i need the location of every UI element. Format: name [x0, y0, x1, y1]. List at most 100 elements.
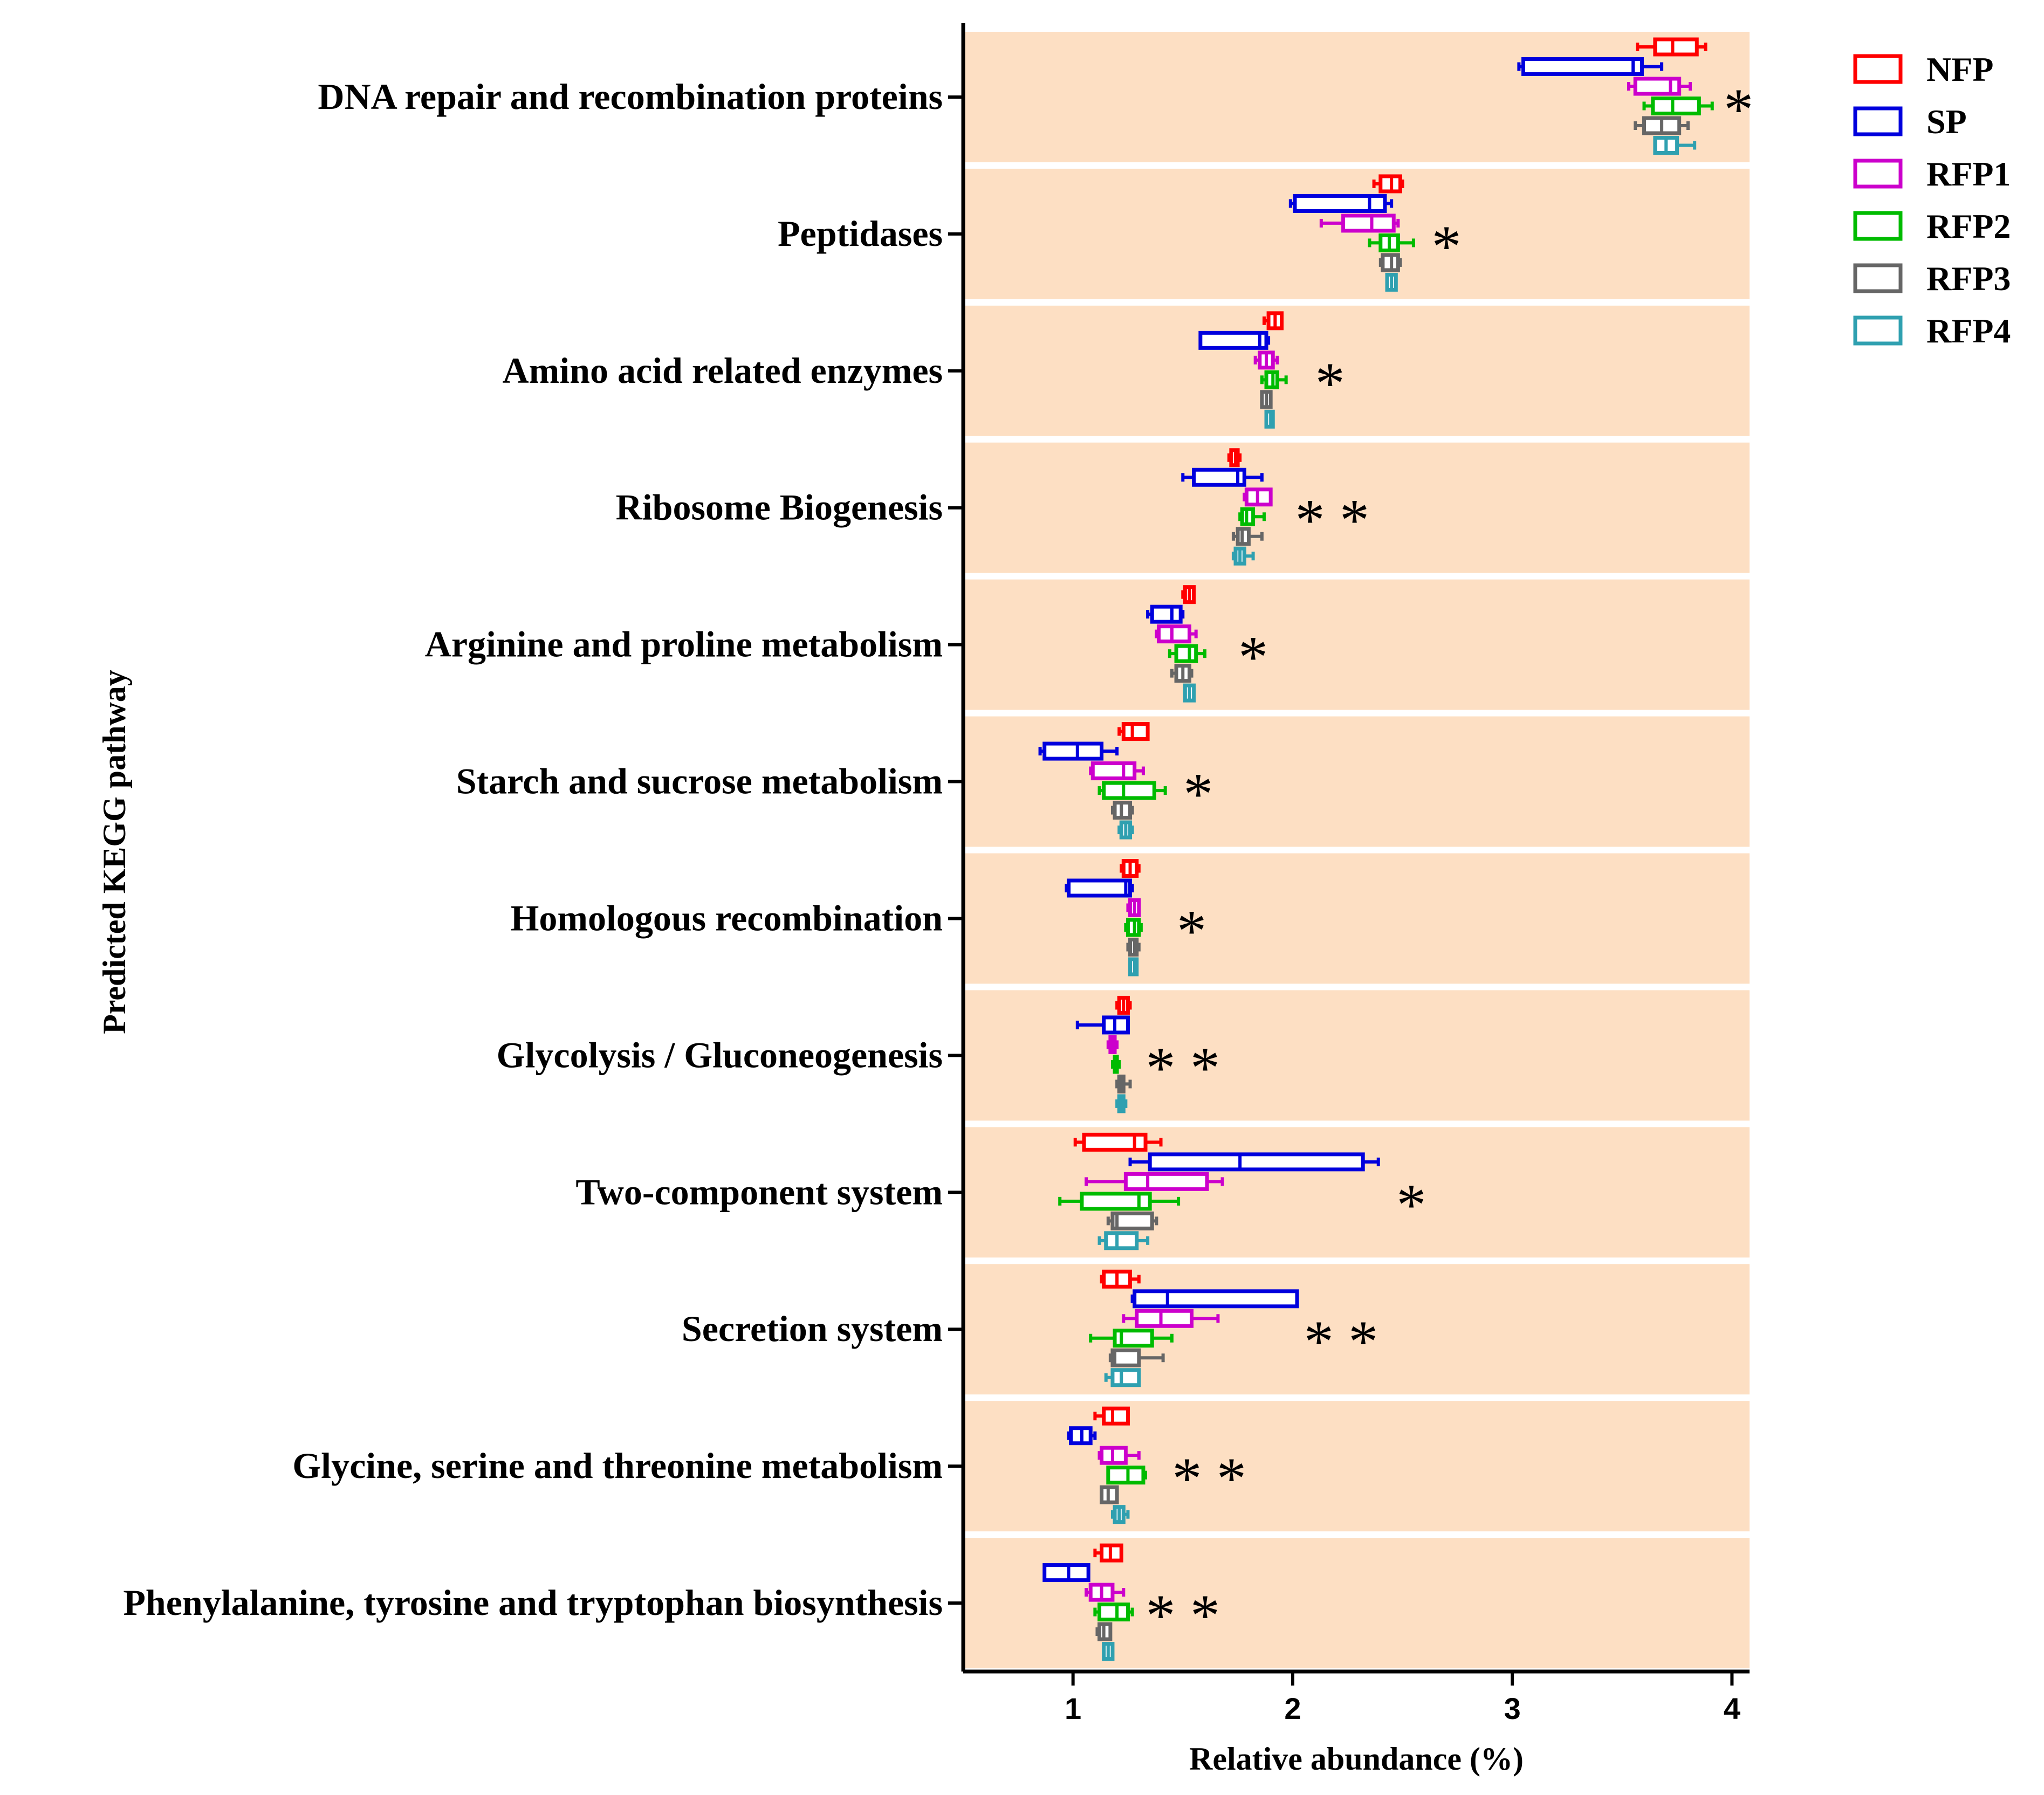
legend-swatch-rfp2: [1853, 211, 1903, 241]
box-iqr: [1653, 37, 1699, 57]
box-rfp2: [1093, 1603, 1134, 1622]
box-rfp3: [1126, 938, 1141, 957]
category-band: [963, 853, 1750, 984]
axes: 1 2 3 4: [948, 23, 1750, 1725]
box-rfp4: [1128, 957, 1139, 976]
box-iqr: [1150, 604, 1183, 624]
box-rfp1: [1098, 1446, 1141, 1465]
box-nfp: [1120, 859, 1141, 878]
box-sp: [1517, 57, 1664, 76]
box-sp: [1067, 1426, 1097, 1446]
box-rfp1: [1085, 1583, 1126, 1602]
legend-swatch-rfp1: [1853, 159, 1903, 189]
box-iqr: [1106, 1466, 1146, 1485]
box-rfp2: [1260, 370, 1288, 389]
box-rfp2: [1368, 233, 1415, 252]
box-iqr: [1123, 1172, 1209, 1191]
box-rfp3: [1170, 664, 1194, 683]
significance-marker: *: [1396, 1172, 1426, 1237]
category-label: Secretion system: [682, 1308, 943, 1349]
box-nfp: [1093, 1406, 1130, 1426]
box-nfp: [1227, 448, 1242, 467]
box-sp: [1065, 878, 1134, 898]
category-label: Glycolysis / Gluconeogenesis: [497, 1034, 943, 1075]
category-band: [963, 579, 1750, 710]
box-rfp4: [1102, 1642, 1115, 1661]
box-nfp: [1181, 585, 1196, 604]
box-rfp1: [1243, 487, 1273, 507]
category-label: Two-component system: [575, 1171, 943, 1212]
significance-marker: * *: [1146, 1583, 1220, 1648]
legend-label: RFP3: [1926, 259, 2011, 298]
significance-marker: * *: [1146, 1035, 1220, 1101]
box-iqr: [1156, 624, 1191, 644]
category-band: [963, 990, 1750, 1121]
legend-label: RFP1: [1926, 155, 2011, 193]
x-tick-label: 4: [1724, 1691, 1740, 1725]
significance-marker: * *: [1295, 487, 1369, 553]
significance-marker: *: [1238, 624, 1268, 690]
category-label: Ribosome Biogenesis: [616, 487, 943, 528]
box-iqr: [1042, 1563, 1090, 1583]
category-band: [963, 1538, 1750, 1668]
category-band: [963, 716, 1750, 847]
box-iqr: [1110, 1368, 1141, 1387]
box-sp: [1198, 331, 1271, 350]
box-sp: [1288, 194, 1394, 213]
box-nfp: [1262, 311, 1284, 331]
category-label: DNA repair and recombination proteins: [318, 76, 943, 117]
box-iqr: [1090, 761, 1137, 781]
category-label: Amino acid related enzymes: [503, 350, 943, 391]
box-rfp2: [1098, 781, 1167, 800]
box-sp: [1075, 1015, 1130, 1035]
box-rfp3: [1634, 116, 1690, 135]
box-iqr: [1098, 1603, 1130, 1622]
box-rfp1: [1122, 1309, 1220, 1328]
box-sp: [1038, 741, 1119, 761]
box-rfp2: [1168, 644, 1206, 663]
significance-marker: *: [1431, 214, 1461, 279]
box-nfp: [1636, 37, 1707, 57]
box-iqr: [1293, 194, 1387, 213]
box-nfp: [1117, 722, 1150, 741]
legend: NFP SP RFP1 RFP2 RFP3 RFP4: [1853, 50, 2011, 350]
box-rfp3: [1378, 253, 1402, 272]
x-tick-label: 2: [1284, 1691, 1301, 1725]
box-rfp2: [1089, 1329, 1174, 1348]
box-iqr: [1110, 1348, 1141, 1367]
box-rfp2: [1642, 97, 1714, 115]
x-tick-label: 1: [1065, 1691, 1081, 1725]
box-iqr: [1110, 1211, 1154, 1230]
legend-label: RFP4: [1926, 312, 2011, 350]
box-iqr: [1341, 214, 1396, 233]
legend-swatch-rfp4: [1853, 315, 1903, 346]
box-iqr: [1633, 77, 1682, 96]
box-rfp2: [1106, 1466, 1148, 1485]
box-sp: [1181, 467, 1264, 487]
box-rfp4: [1115, 1094, 1128, 1113]
box-rfp2: [1124, 918, 1143, 937]
box-rfp3: [1108, 1348, 1165, 1367]
box-rfp4: [1231, 546, 1255, 566]
box-rfp1: [1085, 1172, 1224, 1191]
box-rfp1: [1155, 624, 1198, 644]
category-label: Homologous recombination: [510, 897, 943, 938]
legend-label: RFP2: [1926, 207, 2011, 245]
box-rfp4: [1098, 1231, 1150, 1250]
x-tick-label: 3: [1504, 1691, 1521, 1725]
box-rfp3: [1095, 1622, 1113, 1641]
box-iqr: [1148, 1152, 1365, 1172]
legend-label: NFP: [1926, 50, 1993, 88]
category-label: Phenylalanine, tyrosine and tryptophan b…: [123, 1582, 943, 1623]
box-iqr: [1082, 1132, 1148, 1152]
box-iqr: [1192, 467, 1246, 487]
box-rfp4: [1653, 136, 1697, 155]
legend-swatch-sp: [1853, 106, 1903, 136]
box-rfp3: [1115, 1074, 1132, 1093]
box-rfp3: [1110, 801, 1134, 820]
significance-marker: *: [1315, 350, 1345, 416]
box-iqr: [1174, 644, 1198, 663]
box-nfp: [1115, 995, 1132, 1015]
box-rfp1: [1319, 214, 1400, 233]
